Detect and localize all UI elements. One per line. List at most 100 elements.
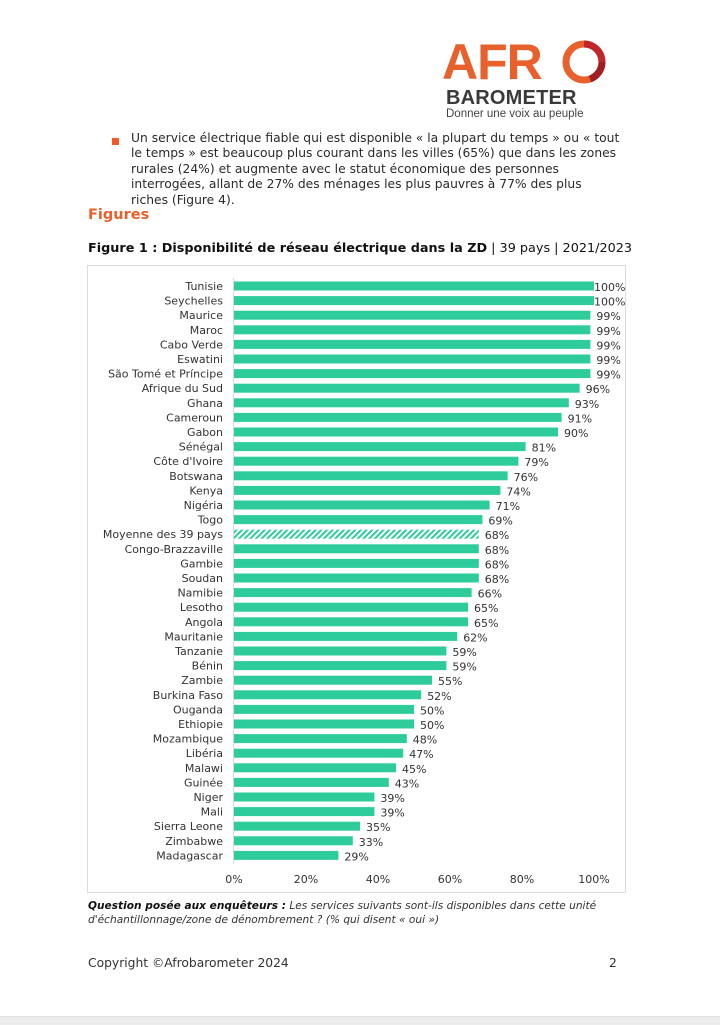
value-label-sao-tome-et-principe: 99%	[596, 369, 620, 382]
bar-ghana	[234, 398, 569, 408]
category-label-guinee: Guinée	[184, 776, 223, 789]
category-label-liberia: Libéria	[186, 747, 223, 760]
value-label-ouganda: 50%	[420, 704, 444, 717]
category-label-mauritanie: Mauritanie	[164, 630, 223, 643]
bar-cabo-verde	[234, 339, 591, 349]
category-label-cabo-verde: Cabo Verde	[160, 338, 223, 351]
category-label-togo: Togo	[197, 514, 224, 527]
value-label-sierra-leone: 35%	[366, 821, 390, 834]
figure-title-rest: | 39 pays | 2021/2023	[487, 241, 633, 256]
value-label-gabon: 90%	[564, 427, 588, 440]
category-label-maurice: Maurice	[179, 309, 223, 322]
bar-togo	[234, 515, 483, 525]
value-label-burkina-faso: 52%	[427, 690, 451, 703]
value-label-ethiopie: 50%	[420, 719, 444, 732]
bar-moyenne-des-39-pays	[234, 529, 479, 539]
category-label-ouganda: Ouganda	[173, 703, 223, 716]
bar-mozambique	[234, 734, 407, 744]
bar-zimbabwe	[234, 836, 353, 846]
bar-afrique-du-sud	[234, 383, 580, 393]
value-label-tanzanie: 59%	[452, 646, 476, 659]
value-label-togo: 69%	[488, 515, 512, 528]
value-labels: 100%100%99%99%99%99%99%96%93%91%90%81%79…	[344, 281, 625, 863]
logo-tagline: Donner une voix au peuple	[446, 108, 584, 120]
bar-ouganda	[234, 704, 414, 714]
value-label-angola: 65%	[474, 617, 498, 630]
category-label-congo-brazzaville: Congo-Brazzaville	[125, 543, 224, 556]
category-label-lesotho: Lesotho	[180, 601, 223, 614]
viewer-bottom-edge	[0, 1016, 720, 1025]
category-label-niger: Niger	[193, 791, 223, 804]
category-label-benin: Bénin	[192, 660, 223, 673]
value-label-namibie: 66%	[478, 588, 502, 601]
bar-lesotho	[234, 602, 468, 612]
bar-namibie	[234, 588, 472, 598]
category-label-tunisie: Tunisie	[184, 280, 223, 293]
category-label-botswana: Botswana	[169, 470, 223, 483]
value-label-soudan: 68%	[485, 573, 509, 586]
copyright-text: Copyright ©Afrobarometer 2024	[88, 956, 289, 970]
africa-globe-icon	[562, 40, 606, 84]
category-label-gabon: Gabon	[187, 426, 223, 439]
bullet-marker-icon	[112, 138, 119, 145]
bar-cameroun	[234, 412, 562, 422]
x-tick-label-80: 80%	[510, 873, 534, 886]
figure-title-bold: Figure 1 : Disponibilité de réseau élect…	[88, 241, 488, 256]
bar-nigeria	[234, 500, 490, 510]
bar-soudan	[234, 573, 479, 583]
category-label-maroc: Maroc	[190, 324, 223, 337]
value-label-benin: 59%	[452, 661, 476, 674]
x-tick-label-60: 60%	[438, 873, 462, 886]
category-label-gambie: Gambie	[180, 557, 223, 570]
value-label-zimbabwe: 33%	[359, 836, 383, 849]
bar-mauritanie	[234, 631, 458, 641]
category-label-kenya: Kenya	[189, 484, 223, 497]
value-label-botswana: 76%	[514, 471, 538, 484]
category-label-soudan: Soudan	[182, 572, 223, 585]
survey-question: Question posée aux enquêteurs : Les serv…	[88, 899, 608, 927]
category-label-angola: Angola	[185, 616, 223, 629]
value-label-cameroun: 91%	[568, 412, 592, 425]
x-axis-tick-labels: 0% 20% 40% 60% 80% 100%	[225, 873, 609, 886]
bar-malawi	[234, 763, 396, 773]
bar-zambie	[234, 675, 432, 685]
bullet-paragraph: Un service électrique fiable qui est dis…	[131, 131, 620, 207]
x-tick-label-20: 20%	[294, 873, 318, 886]
category-label-mozambique: Mozambique	[153, 733, 223, 746]
bar-kenya	[234, 485, 501, 495]
bar-liberia	[234, 748, 404, 758]
value-label-maroc: 99%	[596, 325, 620, 338]
category-label-zimbabwe: Zimbabwe	[165, 835, 223, 848]
bar-benin	[234, 661, 447, 671]
category-label-eswatini: Eswatini	[177, 353, 223, 366]
value-label-ghana: 93%	[575, 398, 599, 411]
category-label-malawi: Malawi	[185, 762, 223, 775]
logo-wordmark-barometer: BAROMETER	[446, 87, 577, 109]
page-number: 2	[609, 956, 617, 970]
category-label-madagascar: Madagascar	[156, 849, 223, 862]
bars-layer	[234, 281, 594, 860]
value-label-senegal: 81%	[532, 442, 556, 455]
value-label-niger: 39%	[380, 792, 404, 805]
bar-senegal	[234, 442, 526, 452]
bar-sao-tome-et-principe	[234, 369, 591, 379]
bar-mali	[234, 807, 375, 817]
value-label-congo-brazzaville: 68%	[485, 544, 509, 557]
question-text: Les services suivants sont-ils disponibl…	[88, 900, 597, 926]
bar-gabon	[234, 427, 558, 437]
bar-seychelles	[234, 296, 594, 306]
value-label-zambie: 55%	[438, 675, 462, 688]
bar-guinee	[234, 777, 389, 787]
category-label-mali: Mali	[201, 806, 223, 819]
category-label-tanzanie: Tanzanie	[174, 645, 223, 658]
category-label-senegal: Sénégal	[179, 441, 223, 454]
bar-sierra-leone	[234, 821, 360, 831]
bar-niger	[234, 792, 375, 802]
value-label-tunisie: 100%	[594, 281, 625, 294]
afrobarometer-logo: AFR BAROMETER Donner une voix au peuple	[440, 36, 610, 120]
value-label-maurice: 99%	[596, 310, 620, 323]
category-label-namibie: Namibie	[177, 587, 223, 600]
value-label-eswatini: 99%	[596, 354, 620, 367]
